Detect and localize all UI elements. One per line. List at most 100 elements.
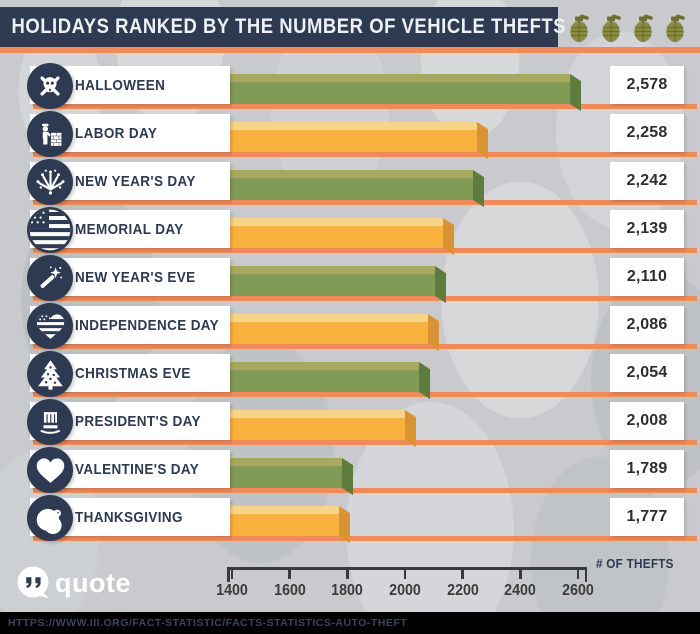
- us-flag-icon: [27, 207, 73, 253]
- chart-row: CHRISTMAS EVE 2,054: [0, 350, 700, 400]
- row-underline: [33, 440, 697, 445]
- bar-top-face: [230, 458, 342, 466]
- bar: [230, 130, 477, 152]
- bar-end-face: [419, 362, 430, 400]
- heart-icon: [27, 447, 73, 493]
- bar: [230, 82, 570, 104]
- row-underline: [33, 248, 697, 253]
- holiday-label: LABOR DAY: [75, 124, 158, 142]
- theft-count-box: 1,789: [610, 450, 684, 488]
- bar: [230, 178, 473, 200]
- theft-count: 2,258: [626, 124, 668, 141]
- bar: [230, 226, 443, 248]
- row-underline: [33, 536, 697, 541]
- sparkler-wand-icon: [27, 255, 73, 301]
- page-title: HOLIDAYS RANKED BY THE NUMBER OF VEHICLE…: [11, 15, 567, 38]
- header-bar: HOLIDAYS RANKED BY THE NUMBER OF VEHICLE…: [0, 7, 566, 47]
- theft-count-box: 2,139: [610, 210, 684, 248]
- bar-end-face: [477, 122, 488, 160]
- chart-row: NEW YEAR'S EVE 2,110: [0, 254, 700, 304]
- theft-count: 2,139: [626, 220, 668, 237]
- bar-end-face: [435, 266, 446, 304]
- axis-tick: [519, 567, 522, 579]
- chart-row: MEMORIAL DAY 2,139: [0, 206, 700, 256]
- bar-top-face: [230, 266, 435, 274]
- grenade-icon-row: [566, 12, 688, 44]
- quote-logo: quote: [16, 565, 131, 601]
- bar-top-face: [230, 314, 428, 322]
- footer-bar: HTTPS://WWW.III.ORG/FACT-STATISTIC/FACTS…: [0, 612, 700, 634]
- header-divider: [0, 47, 700, 53]
- bar-top-face: [230, 122, 477, 130]
- theft-count: 2,110: [626, 268, 668, 285]
- theft-count-box: 2,008: [610, 402, 684, 440]
- bar-end-face: [443, 218, 454, 256]
- theft-count-box: 2,054: [610, 354, 684, 392]
- turkey-icon: [27, 495, 73, 541]
- bar-end-face: [570, 74, 581, 112]
- row-underline: [33, 488, 697, 493]
- bar-top-face: [230, 506, 339, 514]
- axis-tick-label: 1800: [331, 582, 364, 599]
- holiday-label: NEW YEAR'S EVE: [75, 268, 196, 286]
- axis-tick: [461, 567, 464, 579]
- chart-row: VALENTINE'S DAY 1,789: [0, 446, 700, 496]
- christmas-tree-icon: [27, 351, 73, 397]
- row-underline: [33, 104, 697, 109]
- grenade-icon: [662, 12, 688, 44]
- axis-tick-label: 1600: [273, 582, 306, 599]
- row-underline: [33, 344, 697, 349]
- theft-count-box: 2,110: [610, 258, 684, 296]
- bar-end-face: [342, 458, 353, 496]
- bar: [230, 514, 339, 536]
- row-underline: [33, 152, 697, 157]
- bar-end-face: [339, 506, 350, 544]
- theft-count-box: 2,258: [610, 114, 684, 152]
- uncle-sam-hat-icon: [27, 399, 73, 445]
- theft-count-box: 2,086: [610, 306, 684, 344]
- axis-tick: [576, 567, 580, 579]
- axis-endcap-left: [227, 567, 230, 582]
- theft-count-box: 2,242: [610, 162, 684, 200]
- x-axis: 1400 1600 1800 2000 2200 2400 2600: [216, 567, 594, 607]
- fireworks-icon: [27, 159, 73, 205]
- axis-tick-label: 2400: [504, 582, 537, 599]
- axis-tick: [230, 567, 234, 579]
- theft-count: 2,086: [626, 316, 668, 333]
- quote-logo-icon: [17, 566, 50, 599]
- quote-logo-text: quote: [55, 567, 131, 598]
- theft-count: 2,242: [626, 172, 668, 189]
- bar: [230, 466, 342, 488]
- bar-end-face: [428, 314, 439, 352]
- theft-count-box: 1,777: [610, 498, 684, 536]
- holiday-label: HALLOWEEN: [75, 76, 166, 94]
- axis-title: # OF THEFTS: [596, 556, 674, 571]
- axis-line: [227, 567, 587, 570]
- theft-count: 1,777: [626, 508, 668, 525]
- chart-row: THANKSGIVING 1,777: [0, 494, 700, 544]
- bar: [230, 322, 428, 344]
- axis-tick-label: 2600: [562, 582, 594, 599]
- theft-count: 2,578: [626, 76, 668, 93]
- axis-tick-label: 2000: [389, 582, 421, 599]
- holiday-label: CHRISTMAS EVE: [75, 364, 191, 382]
- row-underline: [33, 392, 697, 397]
- construction-worker-icon: [27, 111, 73, 157]
- grenade-icon: [630, 12, 656, 44]
- axis-tick-label: 1400: [216, 582, 248, 599]
- theft-count: 2,008: [626, 412, 668, 429]
- row-underline: [33, 200, 697, 205]
- bar: [230, 418, 405, 440]
- chart-row: INDEPENDENCE DAY 2,086: [0, 302, 700, 352]
- axis-tick: [403, 567, 407, 579]
- bar-top-face: [230, 410, 405, 418]
- row-underline: [33, 296, 697, 301]
- bar-end-face: [473, 170, 484, 208]
- chart-row: PRESIDENT'S DAY 2,008: [0, 398, 700, 448]
- theft-count-box: 2,578: [610, 66, 684, 104]
- bar-top-face: [230, 74, 570, 82]
- holiday-label: PRESIDENT'S DAY: [75, 412, 201, 430]
- holiday-label: THANKSGIVING: [75, 508, 183, 526]
- axis-tick-label: 2200: [446, 582, 479, 599]
